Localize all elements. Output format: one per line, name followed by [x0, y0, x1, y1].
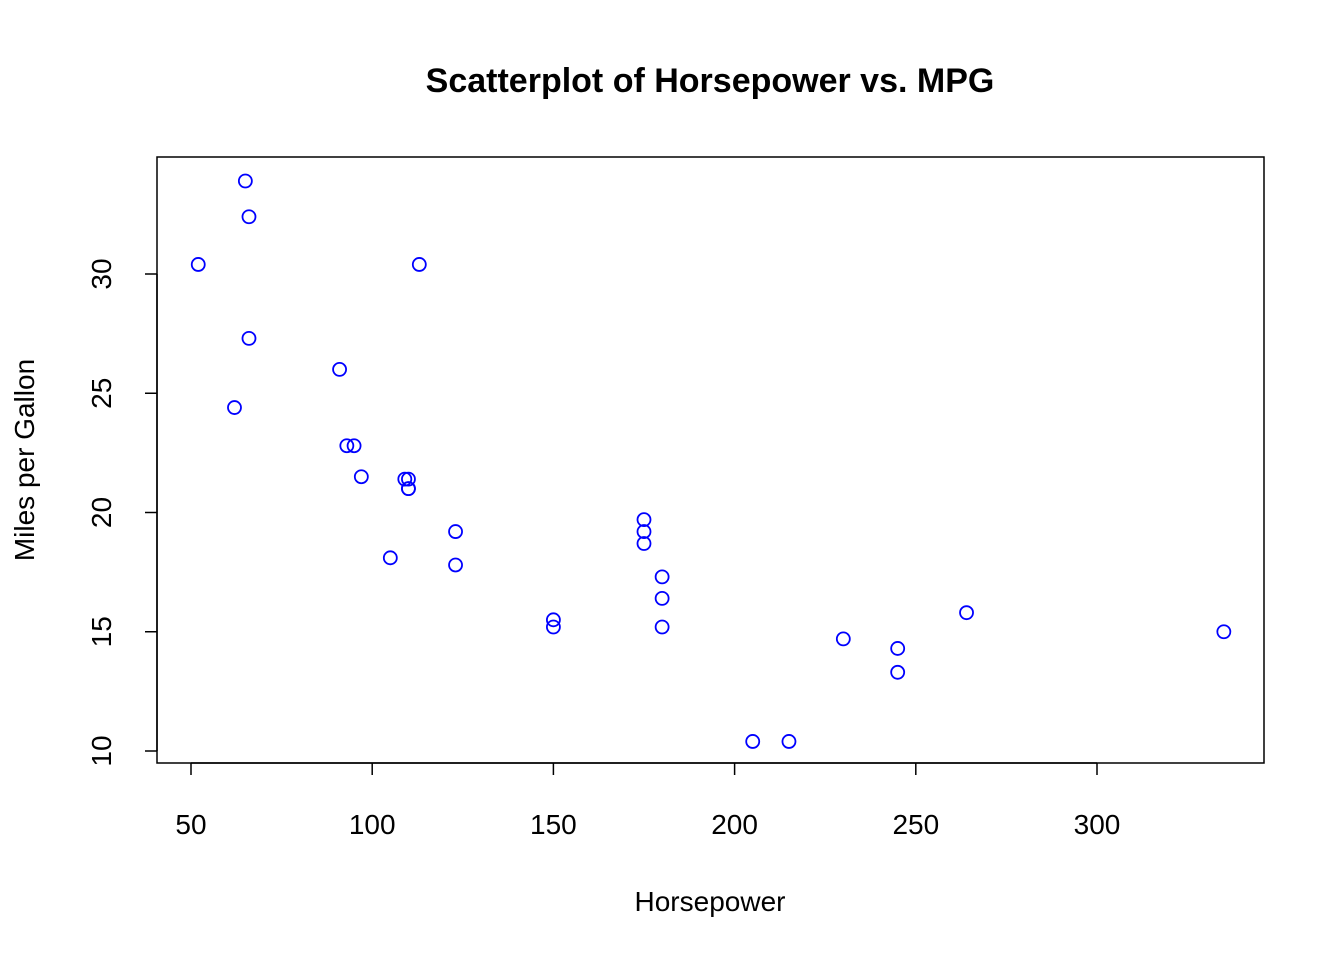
data-point	[654, 619, 670, 635]
data-point	[546, 612, 561, 628]
y-tick-label: 30	[86, 258, 117, 289]
data-point	[448, 557, 463, 573]
x-tick-label: 100	[349, 809, 396, 840]
data-point	[237, 173, 253, 189]
data-point	[890, 641, 906, 656]
data-point	[411, 257, 427, 272]
data-point	[654, 569, 670, 585]
data-point	[835, 631, 851, 647]
y-axis: 10 15 20 25 30	[86, 258, 158, 767]
x-tick-label: 50	[175, 809, 206, 840]
x-tick-label: 150	[530, 809, 577, 840]
data-point	[241, 330, 257, 346]
y-axis-label: Miles per Gallon	[9, 359, 40, 561]
data-point	[546, 619, 561, 635]
data-point	[890, 664, 906, 680]
data-point	[397, 471, 413, 487]
data-point	[654, 590, 670, 606]
data-point	[448, 524, 463, 539]
data-point	[227, 400, 242, 415]
y-tick-label: 25	[86, 378, 117, 409]
data-point	[1216, 624, 1232, 640]
y-tick-label: 15	[86, 616, 117, 647]
data-point	[382, 550, 398, 566]
data-point	[332, 361, 347, 377]
x-axis-label: Horsepower	[635, 886, 786, 917]
x-tick-label: 300	[1074, 809, 1121, 840]
x-axis: 50 100 150 200 250 300	[175, 762, 1121, 840]
data-point	[781, 734, 797, 749]
data-point	[636, 536, 652, 551]
data-point	[636, 524, 652, 539]
chart-title: Scatterplot of Horsepower vs. MPG	[426, 62, 995, 100]
data-point	[190, 257, 206, 272]
data-point	[636, 512, 652, 528]
data-point	[745, 734, 761, 749]
data-point	[339, 438, 355, 454]
data-point	[353, 469, 369, 485]
data-point	[959, 605, 974, 621]
data-point	[346, 438, 362, 454]
data-point	[241, 209, 257, 225]
data-points	[190, 173, 1232, 749]
x-tick-label: 250	[892, 809, 939, 840]
data-point	[401, 481, 416, 497]
y-tick-label: 20	[86, 497, 117, 528]
y-tick-label: 10	[86, 735, 117, 766]
data-point	[401, 471, 416, 487]
x-tick-label: 200	[711, 809, 758, 840]
